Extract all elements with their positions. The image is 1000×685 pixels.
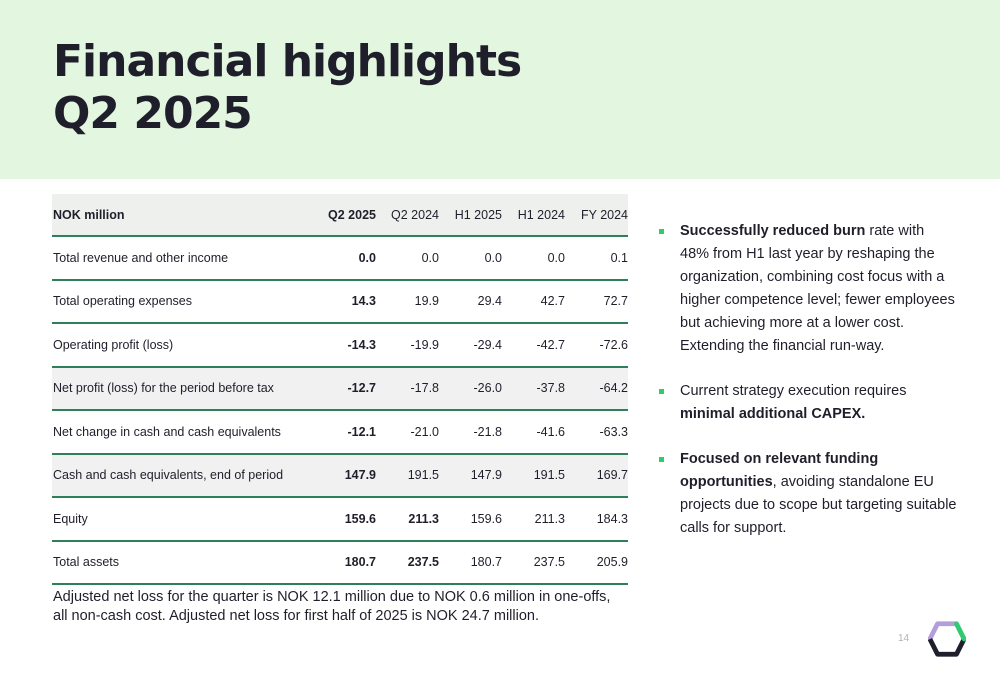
table-cell: 180.7 [344,555,376,570]
row-label: Net profit (loss) for the period before … [53,381,274,396]
table-cell: 159.6 [470,511,502,526]
table-body: Total revenue and other income 0.0 0.0 0.0 0… [52,237,628,585]
hexagon-logo-icon [928,621,966,657]
table-cell: 19.9 [414,294,439,309]
table-cell: 237.5 [407,555,439,570]
row-label: Equity [53,511,88,526]
table-cell: 147.9 [344,468,376,483]
table-divider [52,365,628,368]
table-row: Net change in cash and cash equivalents -… [52,411,628,453]
table-row: Equity 159.6 211.3 159.6 211.3 184.3 [52,498,628,540]
bullet-text: Current strategy execution requires [680,383,907,399]
table-cell: -12.7 [347,381,377,396]
table-row: Total revenue and other income 0.0 0.0 0.0 0… [52,237,628,279]
table-cell: 72.7 [603,294,628,309]
title-line-2: Q2 2025 [53,88,253,139]
table-header-row: NOK million Q2 2025 Q2 2024 H1 2025 H1 2… [52,194,628,235]
row-label: Total assets [53,555,120,570]
financial-table: NOK million Q2 2025 Q2 2024 H1 2025 H1 2… [52,194,628,585]
column-header: Q2 2025 [328,207,376,222]
list-item: Focused on relevant funding opportunitie… [657,448,957,540]
list-item: Successfully reduced burn rate with 48% … [657,220,957,358]
table-cell: -63.3 [599,424,629,439]
table-cell: 211.3 [534,511,565,526]
column-header: FY 2024 [580,207,628,222]
table-divider [52,278,628,281]
table-cell: -41.6 [536,424,566,439]
bullet-bold-text: Focused on relevant funding opportunitie… [680,451,879,490]
table-divider [52,235,628,237]
table-divider [52,496,628,498]
bullet-text: rate with 48% from H1 last year by resha… [680,223,955,354]
table-cell: -21.8 [473,424,503,439]
table-cell: 42.7 [540,294,565,309]
header-band [0,0,1000,179]
table-cell: 14.3 [351,294,376,309]
row-label: Cash and cash equivalents, end of period [53,468,284,483]
table-cell: 0.0 [421,250,439,265]
table-row: Net profit (loss) for the period before … [52,367,629,409]
title-line-1: Financial highlights [53,36,522,87]
table-cell: 184.3 [596,511,628,526]
bullet-bold-text: minimal additional CAPEX. [680,406,866,422]
table-cell: 205.9 [596,555,628,570]
column-header: Q2 2024 [391,207,439,222]
table-row: Operating profit (loss) -14.3 -19.9 -29.4 -4… [52,324,628,366]
table-divider [52,452,628,455]
table-row: Total operating expenses 14.3 19.9 29.4 42.7… [52,281,628,323]
table-cell: 0.0 [484,250,502,265]
table-cell: 0.0 [547,250,565,265]
table-cell: -17.8 [410,381,440,396]
table-cell: -12.1 [347,424,377,439]
table-cell: 159.6 [344,511,376,526]
row-label: Net change in cash and cash equivalents [53,424,281,439]
table-cell: 169.7 [596,468,628,483]
table-cell: -42.7 [536,337,566,352]
table-cell: 0.1 [610,250,628,265]
table-divider [52,583,628,585]
table-divider [52,539,628,542]
table-cell: -37.8 [536,381,566,396]
page-number: 14 [898,633,910,644]
table-cell: -64.2 [599,381,629,396]
column-header: H1 2025 [454,207,502,222]
table-cell: -29.4 [473,337,503,352]
bullet-marker [659,389,664,394]
table-cell: -21.0 [410,424,440,439]
highlights-list: Successfully reduced burn rate with 48% … [657,220,957,562]
table-cell: 180.7 [470,555,502,570]
table-cell: 191.5 [533,468,565,483]
table-cell: 29.4 [477,294,502,309]
bullet-bold-text: Successfully reduced burn [680,223,866,239]
table-row: Total assets 180.7 237.5 180.7 237.5 205.9 [52,542,628,584]
page-title: Financial highlights Q2 2025 [53,36,522,140]
table-divider [52,322,628,324]
table-cell: -14.3 [347,337,377,352]
list-item: Current strategy execution requires mini… [657,380,957,426]
table-divider [52,409,628,411]
table-cell: 211.3 [408,511,439,526]
table-cell: -26.0 [473,381,503,396]
table-cell: 237.5 [533,555,565,570]
column-header: H1 2024 [517,207,565,222]
table-cell: 147.9 [470,468,502,483]
row-label: Total operating expenses [53,294,192,309]
table-cell: 0.0 [358,250,376,265]
table-row: Cash and cash equivalents, end of period… [52,454,628,496]
column-header: NOK million [53,207,125,222]
row-label: Operating profit (loss) [53,337,174,352]
footnote: Adjusted net loss for the quarter is NOK… [53,589,611,624]
table-cell: 191.5 [407,468,439,483]
table-cell: -72.6 [599,337,629,352]
bullet-marker [659,229,664,234]
bullet-text: , avoiding standalone EU projects due to… [680,474,957,536]
table-cell: -19.9 [410,337,440,352]
bullet-marker [659,457,664,462]
row-label: Total revenue and other income [53,250,229,265]
